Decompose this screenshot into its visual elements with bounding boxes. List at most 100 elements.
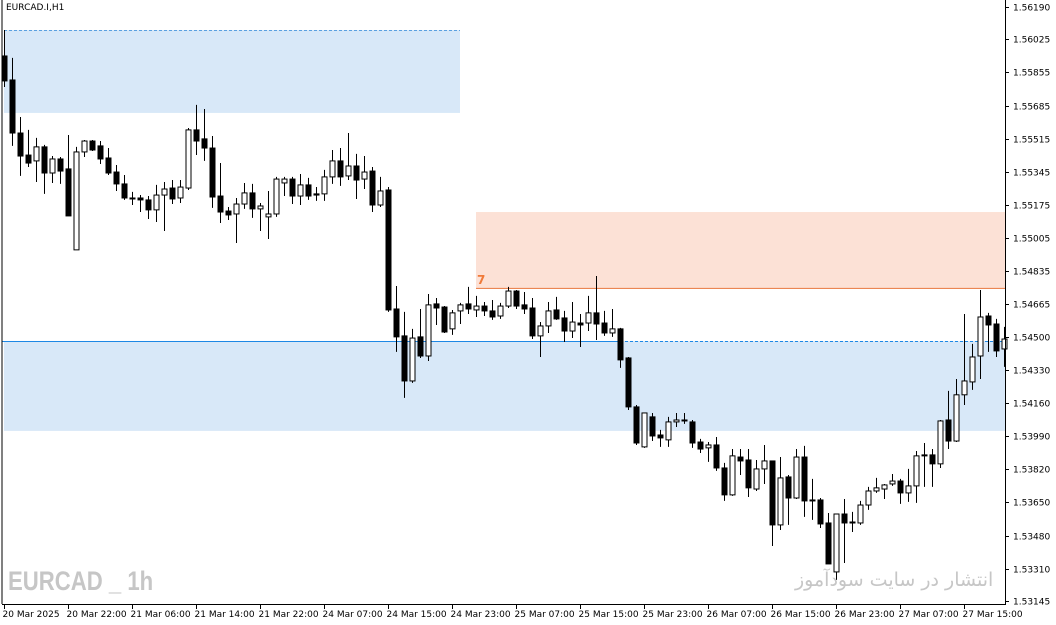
candle-body-bear <box>393 308 400 338</box>
candle <box>129 191 136 205</box>
candle-body-bear <box>201 138 208 149</box>
candle-body-bull <box>1001 338 1008 350</box>
candle <box>25 129 32 167</box>
zones-layer: 7 <box>2 30 1005 431</box>
candle-body-bear <box>129 197 136 200</box>
watermark-site: انتشار در سایت سودآموز <box>795 569 994 591</box>
candle-body-bear <box>465 303 472 310</box>
candle <box>457 302 464 324</box>
candle <box>881 483 888 499</box>
time-tick-label: 20 Mar 22:00 <box>67 610 127 620</box>
candle-body-bear <box>697 441 704 450</box>
candle <box>601 310 608 336</box>
candle <box>145 196 152 220</box>
candle-body-bear <box>553 309 560 320</box>
candle <box>905 468 912 502</box>
candle-body-bear <box>433 303 440 309</box>
candle <box>889 474 896 486</box>
demand-zone[interactable] <box>4 30 460 113</box>
price-tick-label: 1.53650 <box>1013 499 1050 509</box>
candle <box>865 486 872 510</box>
candle-body-bull <box>161 188 168 196</box>
candle-body-bear <box>817 499 824 525</box>
candle-body-bull <box>329 160 336 178</box>
time-tick-label: 21 Mar 14:00 <box>195 610 255 620</box>
time-tick-label: 25 Mar 07:00 <box>515 610 575 620</box>
candle <box>625 356 632 411</box>
candle-body-bull <box>889 480 896 485</box>
price-tick-label: 1.53990 <box>1013 433 1050 443</box>
candle-body-bull <box>953 394 960 442</box>
candle <box>785 474 792 525</box>
price-tick-label: 1.56025 <box>1013 36 1050 46</box>
candle <box>721 462 728 501</box>
price-tick-label: 1.53145 <box>1013 598 1050 608</box>
candle-body-bull <box>753 468 760 490</box>
candle <box>113 165 120 191</box>
candle <box>913 450 920 503</box>
candle-body-bull <box>729 455 736 496</box>
candle <box>537 322 544 357</box>
candle-body-bear <box>289 178 296 197</box>
candles-layer <box>1 30 1008 580</box>
candle <box>673 412 680 427</box>
supply-zone[interactable] <box>476 212 1005 288</box>
candle-body-bear <box>105 157 112 174</box>
candle-body-bear <box>921 454 928 457</box>
candle <box>689 419 696 448</box>
candle <box>649 412 656 442</box>
candle <box>481 301 488 316</box>
candle-body-bear <box>945 419 952 442</box>
candle-body-bear <box>721 467 728 496</box>
candle-body-bear <box>217 195 224 213</box>
candle-body-bear <box>625 357 632 408</box>
price-tick-label: 1.55515 <box>1013 136 1050 146</box>
candle <box>345 133 352 181</box>
candle-body-bear <box>649 416 656 437</box>
candle-body-bear <box>89 140 96 151</box>
candle <box>857 500 864 525</box>
candle-body-bear <box>145 199 152 211</box>
candle-body-bull <box>569 321 576 332</box>
candle <box>265 190 272 239</box>
time-axis[interactable]: 20 Mar 2025 20 Mar 22:00 21 Mar 06:00 21 Ma… <box>3 605 1023 620</box>
candle-body-bear <box>521 304 528 310</box>
candle <box>961 314 968 405</box>
candle <box>545 301 552 333</box>
candle <box>953 379 960 443</box>
candle-body-bear <box>841 513 848 524</box>
candle-body-bear <box>745 459 752 489</box>
candle <box>369 166 376 213</box>
candle-body-bear <box>657 434 664 439</box>
candle-body-bear <box>593 312 600 325</box>
price-tick-label: 1.56190 <box>1013 4 1050 14</box>
candle <box>897 478 904 504</box>
candle <box>985 312 992 352</box>
candle <box>153 184 160 222</box>
candle-body-bear <box>369 170 376 206</box>
candle-body-bear <box>9 79 16 134</box>
candle <box>841 498 848 563</box>
price-axis[interactable]: 1.56190 1.56025 1.55855 1.55685 1.55515 1.553… <box>1005 4 1050 608</box>
candle-body-bull <box>585 312 592 324</box>
candle <box>713 436 720 471</box>
candle-body-bull <box>833 513 840 573</box>
candle-body-bear <box>849 521 856 524</box>
price-tick-label: 1.55345 <box>1013 169 1050 179</box>
candle-body-bear <box>209 147 216 198</box>
candle-body-bull <box>905 485 912 494</box>
candle-body-bear <box>897 480 904 494</box>
candle-body-bear <box>169 187 176 200</box>
candle <box>137 195 144 213</box>
candle <box>177 180 184 204</box>
demand-zone[interactable] <box>4 340 1005 431</box>
candle <box>361 156 368 190</box>
candle-body-bull <box>233 203 240 215</box>
candle <box>337 148 344 186</box>
candle-body-bear <box>137 197 144 201</box>
candle-body-bear <box>65 168 72 217</box>
candle <box>753 459 760 491</box>
candle <box>193 104 200 156</box>
candle-body-bull <box>537 325 544 337</box>
